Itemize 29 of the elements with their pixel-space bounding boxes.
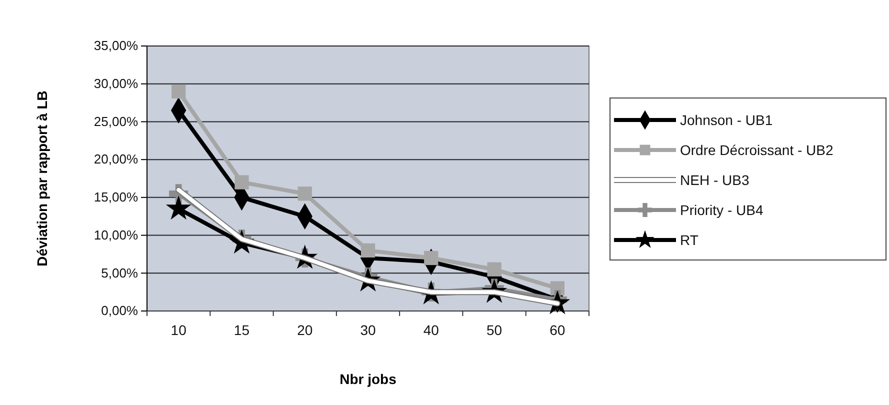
legend-label: Johnson - UB1	[680, 112, 773, 128]
point	[234, 175, 249, 190]
y-tick-label: 10,00%	[94, 227, 138, 242]
legend-label: NEH - UB3	[680, 172, 750, 188]
point	[424, 250, 438, 266]
x-tick-label: 50	[486, 322, 502, 338]
point	[298, 186, 312, 201]
point	[172, 84, 186, 98]
x-tick-label: 20	[297, 322, 313, 338]
y-tick-label: 30,00%	[94, 76, 138, 92]
x-tick-label: 15	[234, 322, 250, 338]
point	[166, 195, 192, 220]
legend-label: RT	[680, 232, 699, 248]
x-tick-label: 60	[550, 322, 566, 338]
x-tick-label: 30	[360, 322, 376, 338]
y-tick-label: 20,00%	[94, 152, 138, 167]
y-tick-label: 5,00%	[101, 265, 138, 280]
y-axis-title: Déviation par rapport à LB	[34, 90, 50, 266]
point	[360, 243, 376, 258]
x-axis-title: Nbr jobs	[340, 371, 397, 387]
x-tick-label: 10	[170, 322, 187, 338]
y-tick-label: 15,00%	[94, 190, 138, 205]
y-tick-label: 25,00%	[94, 114, 138, 129]
x-tick-label: 40	[423, 322, 440, 338]
y-tick-label: 35,00%	[94, 38, 138, 54]
legend-label: Priority - UB4	[680, 202, 764, 218]
legend-label: Ordre Décroissant - UB2	[680, 142, 834, 158]
y-tick-label: 0,00%	[101, 303, 138, 318]
point	[487, 262, 502, 276]
